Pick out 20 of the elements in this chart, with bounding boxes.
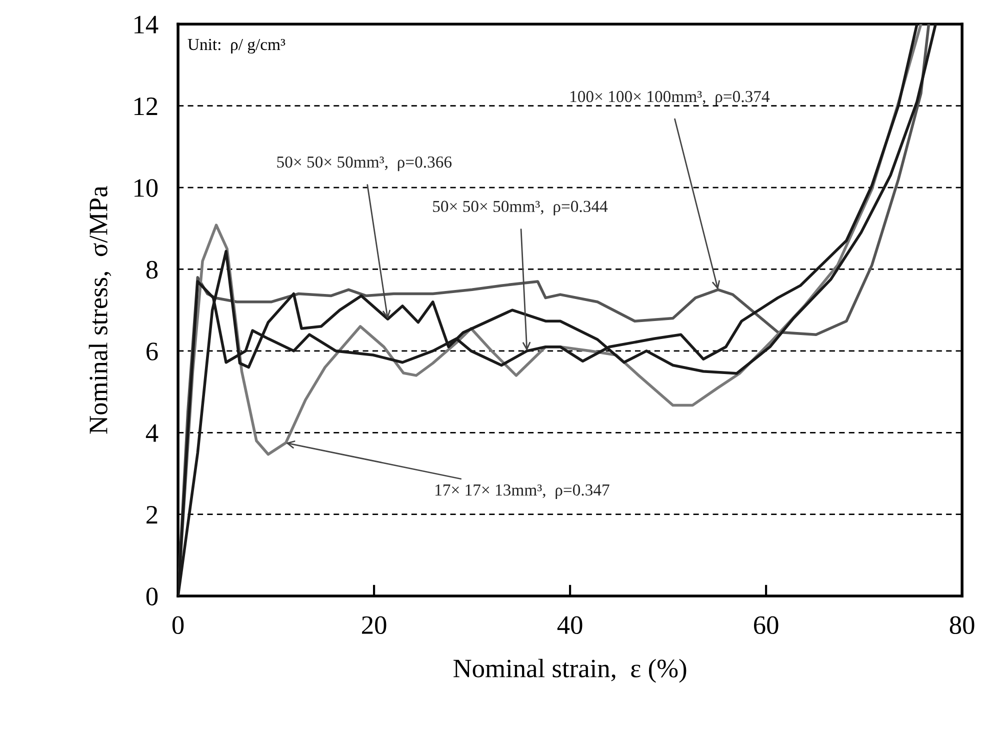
x-tick-label: 60 [754,616,778,634]
x-tick-label: 0 [172,616,184,634]
y-tick-label: 4 [146,424,158,442]
annotation: 50× 50× 50mm³, ρ=0.344 [433,200,608,216]
annotation: Unit: ρ/ g/cm³ [188,38,286,54]
x-tick-label: 40 [557,616,582,634]
y-tick-label: 6 [146,342,158,360]
y-tick-label: 2 [146,506,158,524]
y-axis-title: Nominal stress, σ/MPa [88,186,112,434]
annotation: 17× 17× 13mm³, ρ=0.347 [436,484,610,500]
annotation: 100× 100× 100mm³, ρ=0.374 [570,90,770,106]
x-tick-label: 20 [362,616,386,634]
y-tick-label: 14 [134,16,158,34]
y-tick-label: 12 [134,98,158,115]
y-tick-label: 10 [134,179,158,197]
x-axis-title: Nominal strain, ε (%) [454,658,686,683]
x-tick-label: 80 [950,616,974,634]
y-tick-label: 8 [146,260,158,279]
annotation: 50× 50× 50mm³, ρ=0.366 [277,156,452,172]
y-tick-label: 0 [146,588,158,606]
